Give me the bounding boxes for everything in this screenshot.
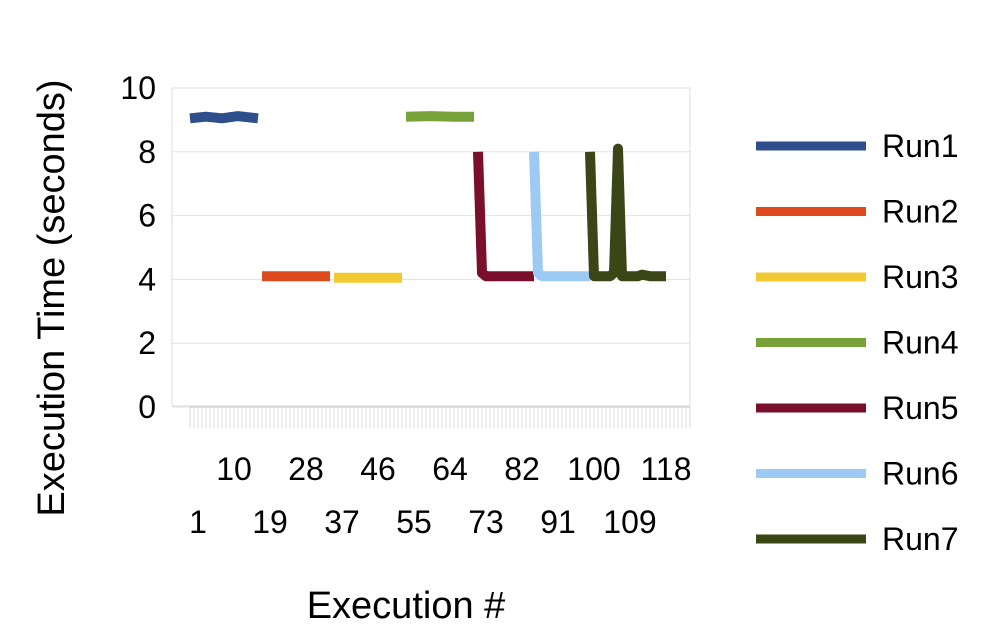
x-tick-label: 82 <box>504 451 540 487</box>
y-tick-label: 6 <box>138 198 156 234</box>
series-line-run4 <box>405 111 474 122</box>
x-tick-label: 100 <box>567 451 620 487</box>
y-axis-title: Execution Time (seconds) <box>31 79 73 516</box>
legend-label-run5: Run5 <box>882 390 959 426</box>
x-tick-label: 46 <box>360 451 396 487</box>
plot-area-frame <box>171 87 691 407</box>
x-tick-label: 64 <box>432 451 468 487</box>
x-tick-label: 118 <box>640 451 691 487</box>
legend: Run1 Run2 Run3 Run4 Run5 Run6 Run7 <box>756 128 959 557</box>
legend-label-run3: Run3 <box>882 259 959 295</box>
x-tick-label: 73 <box>468 504 504 540</box>
x-tick-label: 109 <box>603 504 656 540</box>
x-tick-label: 91 <box>540 504 576 540</box>
y-tick-label: 4 <box>138 261 156 297</box>
x-axis-title: Execution # <box>307 585 506 627</box>
legend-label-run4: Run4 <box>882 325 959 361</box>
legend-label-run2: Run2 <box>882 194 959 230</box>
y-axis-tick-labels: 0 2 4 6 8 10 <box>120 70 156 425</box>
y-tick-label: 0 <box>138 389 156 425</box>
x-tick-label: 37 <box>324 504 360 540</box>
series-line-run1 <box>189 111 259 124</box>
series-line-run5 <box>473 151 535 282</box>
y-tick-label: 10 <box>120 70 156 106</box>
y-tick-label: 2 <box>138 325 156 361</box>
legend-label-run1: Run1 <box>882 128 959 164</box>
legend-label-run7: Run7 <box>882 521 959 557</box>
series-line-run7 <box>585 143 666 282</box>
x-tick-label: 19 <box>252 504 288 540</box>
legend-label-run6: Run6 <box>882 456 959 492</box>
x-tick-label: 1 <box>189 504 207 540</box>
x-tick-label: 55 <box>396 504 432 540</box>
series-lines <box>189 111 666 283</box>
series-line-run6 <box>529 151 590 282</box>
y-tick-label: 8 <box>138 134 156 170</box>
x-axis-minor-ticks <box>189 407 691 428</box>
x-tick-label: 28 <box>288 451 324 487</box>
x-tick-label: 10 <box>216 451 252 487</box>
